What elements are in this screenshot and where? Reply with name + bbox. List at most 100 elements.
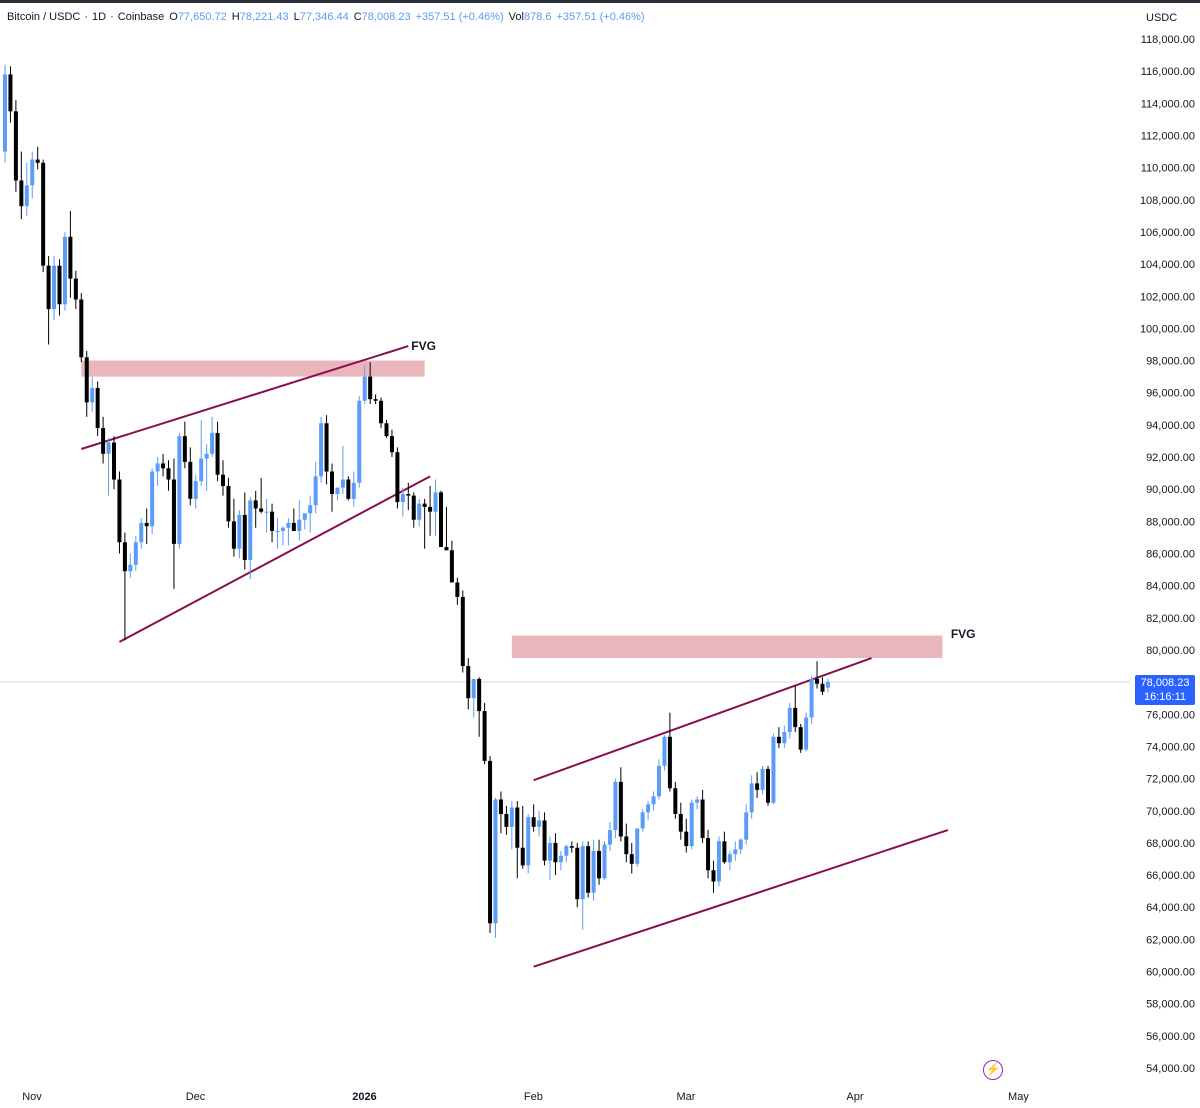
candle[interactable] <box>84 350 89 417</box>
candle[interactable] <box>722 831 727 864</box>
candle[interactable] <box>231 498 236 557</box>
candle[interactable] <box>586 841 591 898</box>
candle[interactable] <box>204 444 209 491</box>
candle[interactable] <box>575 842 580 908</box>
candle[interactable] <box>297 500 302 541</box>
candle[interactable] <box>90 376 95 413</box>
candle[interactable] <box>531 804 536 832</box>
candle[interactable] <box>460 590 465 673</box>
candle[interactable] <box>771 733 776 805</box>
candle[interactable] <box>30 151 35 199</box>
candle[interactable] <box>542 812 547 866</box>
candle[interactable] <box>482 703 487 765</box>
candle[interactable] <box>776 727 781 749</box>
candle[interactable] <box>744 804 749 845</box>
candle[interactable] <box>73 270 78 310</box>
candle[interactable] <box>215 421 220 482</box>
fvg-zone-0[interactable] <box>81 360 425 377</box>
candle[interactable] <box>144 508 149 544</box>
candle[interactable] <box>738 838 743 855</box>
candle[interactable] <box>733 841 738 861</box>
candle[interactable] <box>689 799 694 850</box>
lightning-bolt-icon[interactable]: ⚡ <box>983 1060 1003 1080</box>
candle[interactable] <box>504 805 509 835</box>
candle[interactable] <box>112 436 116 490</box>
candle[interactable] <box>330 463 334 512</box>
candle[interactable] <box>171 458 176 589</box>
candle[interactable] <box>597 839 602 885</box>
candle[interactable] <box>537 810 542 837</box>
candle[interactable] <box>253 490 258 528</box>
candle[interactable] <box>624 823 629 863</box>
candle[interactable] <box>711 860 716 893</box>
candle[interactable] <box>629 842 634 874</box>
candle[interactable] <box>324 415 329 485</box>
candle[interactable] <box>291 508 296 531</box>
candle[interactable] <box>248 497 253 580</box>
candle[interactable] <box>493 797 498 938</box>
candle[interactable] <box>477 677 482 737</box>
candle[interactable] <box>793 685 798 732</box>
candle[interactable] <box>379 397 384 429</box>
candle[interactable] <box>411 492 416 528</box>
candle[interactable] <box>57 259 62 316</box>
candle[interactable] <box>498 791 503 834</box>
candle[interactable] <box>804 712 809 752</box>
candle[interactable] <box>193 474 198 509</box>
candle[interactable] <box>635 828 640 868</box>
fvg-zone-1[interactable] <box>511 635 943 659</box>
candle[interactable] <box>46 256 51 345</box>
candle[interactable] <box>618 767 623 842</box>
candle[interactable] <box>558 850 563 871</box>
candle[interactable] <box>139 518 144 549</box>
candle[interactable] <box>41 159 46 273</box>
candle[interactable] <box>155 457 160 486</box>
candle[interactable] <box>509 801 514 850</box>
candle[interactable] <box>667 712 672 792</box>
candle[interactable] <box>471 678 476 718</box>
candle[interactable] <box>520 805 525 869</box>
candle[interactable] <box>346 476 351 501</box>
candle[interactable] <box>444 506 449 551</box>
candle[interactable] <box>798 723 803 753</box>
candle[interactable] <box>62 231 67 311</box>
candle[interactable] <box>657 759 661 800</box>
candle[interactable] <box>166 460 171 491</box>
candle[interactable] <box>3 64 7 163</box>
candle[interactable] <box>161 453 166 477</box>
candle[interactable] <box>433 479 438 536</box>
candle[interactable] <box>787 703 792 739</box>
candle[interactable] <box>335 487 340 501</box>
candle[interactable] <box>569 841 574 853</box>
candle[interactable] <box>678 802 683 840</box>
candle[interactable] <box>182 421 187 469</box>
candle[interactable] <box>264 498 269 533</box>
candle[interactable] <box>749 775 754 819</box>
candle[interactable] <box>52 256 57 321</box>
candle[interactable] <box>428 485 433 536</box>
candle[interactable] <box>122 532 127 641</box>
candle[interactable] <box>400 487 405 517</box>
candle[interactable] <box>684 818 689 853</box>
candle[interactable] <box>580 841 585 930</box>
candle[interactable] <box>286 518 291 546</box>
candle[interactable] <box>613 778 618 839</box>
candle[interactable] <box>242 492 247 570</box>
candle[interactable] <box>19 151 24 220</box>
candle[interactable] <box>210 416 215 458</box>
candle[interactable] <box>406 482 411 511</box>
candle[interactable] <box>716 836 721 887</box>
candle[interactable] <box>221 460 225 496</box>
candle[interactable] <box>368 362 373 404</box>
candle[interactable] <box>150 468 155 535</box>
candle[interactable] <box>662 735 667 771</box>
candle[interactable] <box>373 394 378 404</box>
candle[interactable] <box>351 471 356 507</box>
candle[interactable] <box>646 801 651 821</box>
trendline-5[interactable] <box>533 829 949 968</box>
candle[interactable] <box>755 772 760 798</box>
candle[interactable] <box>515 801 520 879</box>
candle[interactable] <box>602 841 607 880</box>
candle[interactable] <box>455 577 460 605</box>
